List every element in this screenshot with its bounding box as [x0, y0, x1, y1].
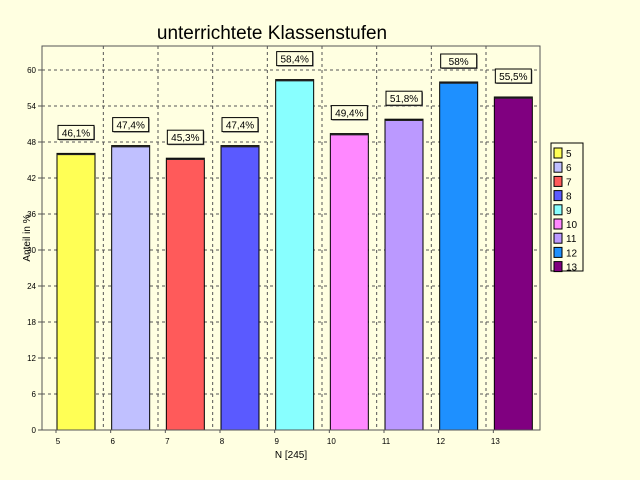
data-label-box — [330, 105, 368, 121]
y-tick-label: 18 — [27, 318, 36, 327]
legend-swatch-13 — [553, 261, 563, 273]
data-label: 49,4% — [335, 109, 363, 120]
x-tick-label: 11 — [382, 437, 391, 446]
data-label-box — [440, 53, 478, 69]
x-axis: 5 6 7 8 9 10 11 12 13 — [55, 430, 500, 446]
data-label-box — [221, 117, 259, 133]
legend-label: 13 — [566, 263, 578, 274]
x-tick-label: 10 — [327, 437, 336, 446]
legend-swatch-9 — [553, 204, 563, 216]
bar-6 — [111, 145, 151, 431]
data-label: 55,5% — [499, 72, 527, 83]
chart-title: unterrichtete Klassenstufen — [157, 23, 387, 44]
x-tick-label: 7 — [165, 437, 170, 446]
legend-swatch-6 — [553, 161, 563, 173]
legend-label: 5 — [566, 149, 572, 160]
data-label: 45,3% — [171, 133, 199, 144]
y-tick-label: 0 — [32, 426, 37, 435]
x-tick-label: 12 — [436, 437, 445, 446]
data-label-box — [276, 51, 314, 67]
legend-swatch-12 — [553, 246, 563, 258]
legend-label: 12 — [566, 248, 578, 259]
data-labels-group: 46,1% 47,4% 45,3% 47,4% 58,4% 49,4% 51,8% 58% 55… — [57, 51, 533, 146]
data-label: 47,4% — [116, 121, 144, 132]
data-label-box — [112, 117, 150, 133]
data-label: 47,4% — [226, 121, 254, 132]
bar-5 — [56, 152, 96, 431]
bar-10 — [329, 133, 369, 431]
y-tick-label: 42 — [27, 174, 36, 183]
data-label: 51,8% — [390, 94, 418, 105]
legend-label: 9 — [566, 206, 572, 217]
data-label-box — [494, 68, 532, 84]
legend-label: 8 — [566, 192, 572, 203]
y-tick-label: 6 — [32, 390, 37, 399]
y-tick-label: 36 — [27, 210, 36, 219]
data-label-box — [166, 129, 204, 145]
x-tick-label: 5 — [56, 437, 61, 446]
y-tick-label: 30 — [27, 246, 36, 255]
legend-label: 11 — [566, 234, 577, 245]
y-tick-label: 24 — [27, 282, 36, 291]
x-tick-label: 9 — [274, 437, 279, 446]
y-tick-label: 60 — [27, 66, 36, 75]
y-tick-label: 12 — [27, 354, 36, 363]
legend-swatch-10 — [553, 218, 563, 230]
data-label: 58,4% — [280, 55, 308, 66]
data-label-box — [57, 124, 95, 140]
bar-13 — [493, 96, 533, 431]
plot-frame — [41, 45, 541, 431]
legend-swatch-7 — [553, 175, 563, 187]
data-label-box — [385, 90, 423, 106]
x-tick-label: 13 — [491, 437, 500, 446]
legend-swatch-8 — [553, 190, 563, 202]
legend-label: 10 — [566, 220, 578, 231]
bar-8 — [220, 145, 260, 431]
x-axis-title: N [245] — [275, 450, 307, 461]
legend-swatch-5 — [553, 147, 563, 159]
bar-7 — [165, 157, 205, 431]
legend: 5 6 7 8 9 10 11 12 13 — [550, 142, 584, 274]
legend-label: 7 — [566, 177, 572, 188]
bar-12 — [439, 81, 479, 431]
bar-11 — [384, 118, 424, 431]
data-label: 46,1% — [62, 128, 90, 139]
y-tick-label: 48 — [27, 138, 36, 147]
x-tick-label: 6 — [110, 437, 115, 446]
y-tick-label: 54 — [27, 102, 36, 111]
y-axis-title: Anteil in % — [22, 214, 33, 261]
bar-9 — [275, 79, 315, 431]
x-tick-label: 8 — [220, 437, 225, 446]
legend-swatch-11 — [553, 232, 563, 244]
legend-label: 6 — [566, 163, 572, 174]
y-axis: 0 6 12 18 24 30 36 42 48 54 60 — [27, 66, 42, 435]
bars-group — [56, 79, 533, 431]
data-label: 58% — [449, 57, 469, 68]
